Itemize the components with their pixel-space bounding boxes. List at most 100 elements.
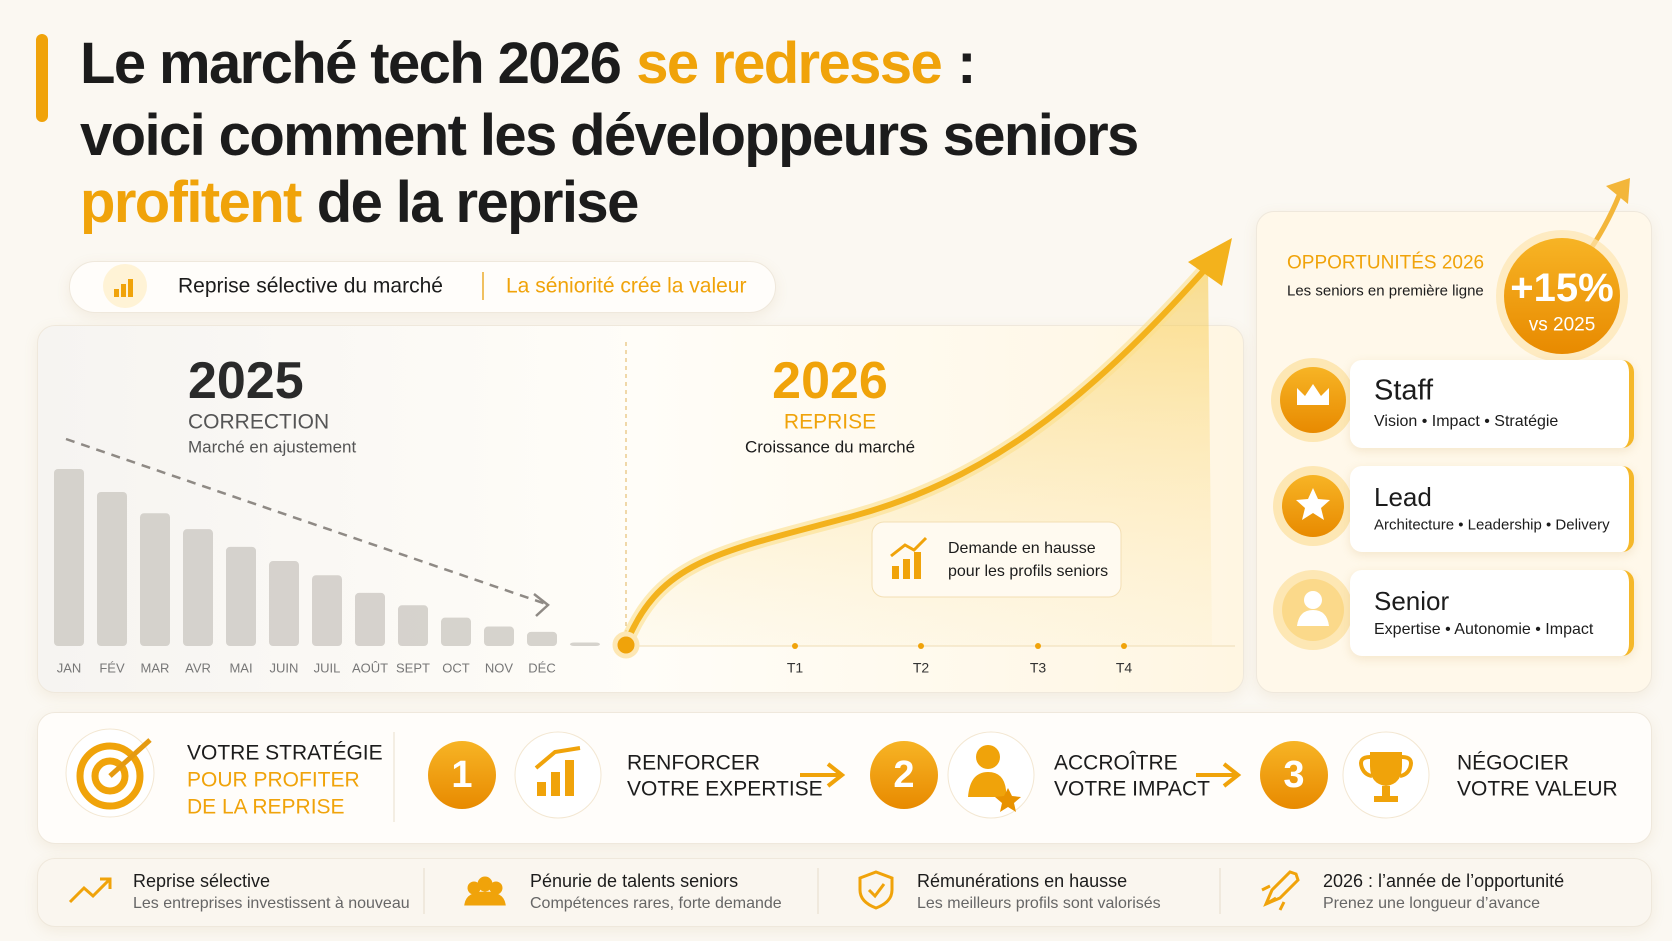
callout-text: pour les profils seniors bbox=[948, 563, 1109, 580]
bar bbox=[527, 631, 557, 646]
step-graphics bbox=[428, 731, 1430, 819]
role-card bbox=[1350, 466, 1634, 552]
bar bbox=[398, 605, 428, 646]
growth-line bbox=[623, 264, 1211, 646]
opportunity-subtitle: Les seniors en première ligne bbox=[1287, 282, 1484, 300]
badge-value: +15% bbox=[1510, 266, 1614, 310]
role-title: Lead bbox=[1374, 482, 1432, 512]
footer-dividers bbox=[423, 868, 1221, 914]
bar bbox=[183, 529, 213, 646]
quarter-dot bbox=[918, 643, 924, 649]
title-part: voici comment les développeurs seniors bbox=[80, 103, 1139, 168]
quarter-label: T2 bbox=[913, 660, 930, 676]
step-number: 1 bbox=[451, 754, 473, 796]
target-ring bbox=[76, 742, 144, 810]
accent-bar bbox=[36, 34, 48, 122]
quarter-dot bbox=[1121, 643, 1127, 649]
quarter-label: T4 bbox=[1116, 660, 1133, 676]
badge-caption: vs 2025 bbox=[1528, 314, 1596, 336]
x-tick-label: NOV bbox=[485, 660, 514, 675]
role-card bbox=[1350, 360, 1634, 448]
footer-title: Rémunérations en hausse bbox=[917, 871, 1128, 891]
bar bbox=[54, 469, 84, 646]
callout-text: Demande en hausse bbox=[948, 540, 1096, 557]
bar bbox=[441, 617, 471, 646]
period-label: REPRISE bbox=[783, 410, 877, 434]
role-icons bbox=[1271, 358, 1355, 650]
quarter-label: T3 bbox=[1030, 660, 1047, 676]
footer-title: 2026 : l’année de l’opportunité bbox=[1323, 871, 1565, 891]
step-text: ACCROÎTRE bbox=[1054, 751, 1178, 775]
bar bbox=[484, 626, 514, 646]
step-text: RENFORCER bbox=[627, 751, 761, 775]
x-tick-label: AVR bbox=[185, 660, 211, 675]
target-dart bbox=[108, 738, 152, 778]
footer-title: Pénurie de talents seniors bbox=[530, 871, 739, 891]
step-text: NÉGOCIER bbox=[1457, 751, 1570, 775]
title-part: de la reprise bbox=[316, 170, 640, 235]
title-line: Le marché tech 2026 se redresse: bbox=[80, 29, 976, 99]
footer-text: Les entreprises investissent à nouveau bbox=[133, 895, 410, 912]
quarter-dot bbox=[1035, 643, 1041, 649]
bar bbox=[269, 561, 299, 646]
x-tick-label: MAR bbox=[141, 660, 170, 675]
trend-arrowhead bbox=[533, 593, 550, 617]
period-caption: Croissance du marché bbox=[744, 437, 916, 457]
role-card bbox=[1350, 570, 1634, 656]
callout-box bbox=[871, 521, 1122, 598]
title-line: voici comment les développeurs seniors bbox=[80, 101, 1139, 171]
badge bbox=[1504, 238, 1620, 354]
role-skills: Architecture • Leadership • Delivery bbox=[1374, 516, 1610, 534]
trend-line bbox=[65, 437, 547, 606]
step-text: VOTRE EXPERTISE bbox=[627, 777, 823, 801]
bar bbox=[570, 642, 600, 646]
callout-icon bbox=[890, 536, 928, 579]
step-text: VOTRE IMPACT bbox=[1054, 777, 1210, 801]
target-ring bbox=[91, 757, 129, 795]
bar bbox=[140, 513, 170, 646]
footer-panel bbox=[37, 858, 1652, 927]
x-tick-label: OCT bbox=[442, 660, 470, 675]
footer-text: Compétences rares, forte demande bbox=[530, 895, 782, 912]
step-number: 2 bbox=[893, 754, 915, 796]
bar bbox=[97, 492, 127, 646]
x-tick-label: JUIL bbox=[314, 660, 341, 675]
role-title: Staff bbox=[1374, 374, 1434, 407]
title-part: : bbox=[957, 31, 976, 96]
bar bbox=[226, 546, 256, 646]
quarter-dot bbox=[792, 643, 798, 649]
tag-icon-bars bbox=[114, 279, 133, 297]
x-tick-label: SEPT bbox=[396, 660, 430, 675]
role-skills: Vision • Impact • Stratégie bbox=[1374, 413, 1559, 430]
growth-arrowhead bbox=[1188, 238, 1232, 286]
opportunity-title: OPPORTUNITÉS 2026 bbox=[1287, 252, 1485, 274]
x-tick-label: AOÛT bbox=[352, 660, 388, 675]
footer-text: Les meilleurs profils sont valorisés bbox=[917, 895, 1161, 912]
x-tick-label: DÉC bbox=[528, 660, 555, 675]
footer-graphics bbox=[68, 870, 1300, 911]
bar bbox=[355, 592, 385, 646]
badge-arrowhead bbox=[1606, 178, 1630, 204]
role-skills: Expertise • Autonomie • Impact bbox=[1374, 621, 1594, 638]
title-part: profitent bbox=[80, 170, 302, 235]
period-label: CORRECTION bbox=[188, 410, 330, 434]
strategy-title: POUR PROFITER bbox=[187, 768, 360, 792]
tag-right: La séniorité crée la valeur bbox=[506, 274, 747, 298]
title-line: profitent de la reprise bbox=[80, 168, 640, 238]
strategy-title: DE LA REPRISE bbox=[187, 795, 345, 819]
role-title: Senior bbox=[1374, 586, 1450, 616]
x-tick-label: JUIN bbox=[270, 660, 299, 675]
chart: JAN FÉV MAR AVR MAI JUIN JUIL AOÛT SEPT OCT NOV DÉC… bbox=[54, 238, 1232, 676]
title-part: se redresse bbox=[636, 31, 942, 96]
tag-pill bbox=[69, 261, 776, 313]
title-part: Le marché tech 2026 bbox=[80, 31, 622, 96]
year: 2025 bbox=[188, 352, 304, 410]
step-number: 3 bbox=[1283, 754, 1305, 796]
bar bbox=[312, 575, 342, 646]
quarter-label: T1 bbox=[787, 660, 804, 676]
footer-title: Reprise sélective bbox=[133, 871, 271, 891]
year: 2026 bbox=[772, 352, 888, 410]
x-tick-label: JAN bbox=[57, 660, 82, 675]
